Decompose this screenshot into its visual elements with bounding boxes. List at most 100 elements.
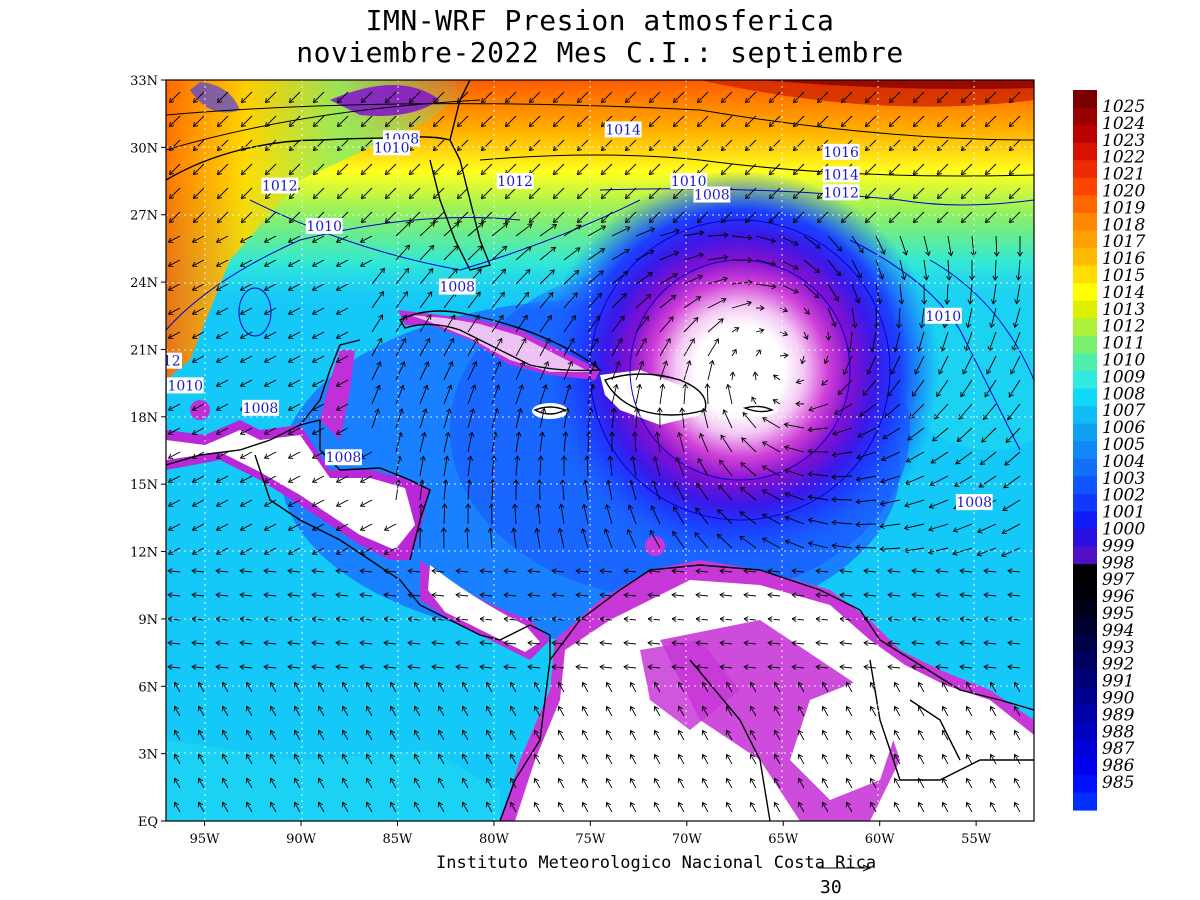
wind-arrow-head xyxy=(557,777,563,784)
wind-arrow xyxy=(505,187,517,199)
wind-arrow-head xyxy=(311,568,317,574)
wind-arrow-head xyxy=(311,525,318,531)
wind-arrow-head xyxy=(876,299,883,305)
wind-arrow xyxy=(467,314,480,333)
wind-arrow xyxy=(264,379,277,387)
wind-arrow-head xyxy=(269,729,275,736)
wind-arrow xyxy=(904,499,925,507)
wind-arrow-head xyxy=(480,169,487,176)
isobar-label-bg xyxy=(438,278,476,295)
wind-arrow-head xyxy=(613,383,619,390)
wind-arrow xyxy=(960,379,973,397)
wind-arrow xyxy=(865,187,877,199)
wind-arrow xyxy=(630,730,637,741)
wind-arrow xyxy=(816,666,829,669)
wind-arrow xyxy=(918,778,925,789)
grid-lines xyxy=(166,80,1034,821)
wind-arrow-head xyxy=(744,217,751,224)
wind-arrow-head xyxy=(984,169,991,176)
wind-arrow xyxy=(443,480,447,501)
wind-arrow-head xyxy=(821,681,827,688)
colorbar-label: 1005 xyxy=(1102,435,1145,455)
wind-arrow-head xyxy=(557,801,563,808)
wind-arrow-head xyxy=(959,568,965,574)
wind-arrow xyxy=(1004,451,1021,466)
wind-arrow xyxy=(606,504,613,525)
wind-arrow-head xyxy=(1015,275,1022,281)
wind-arrow-head xyxy=(527,640,533,646)
wind-arrow xyxy=(785,516,805,525)
wind-arrow xyxy=(385,115,397,127)
wind-arrow xyxy=(918,730,925,741)
wind-arrow-head xyxy=(770,260,777,267)
wind-arrow xyxy=(513,528,517,549)
wind-arrow-head xyxy=(624,97,631,104)
wind-arrow-head xyxy=(263,616,269,622)
wind-arrow xyxy=(707,360,714,381)
wind-arrow-head xyxy=(855,498,861,505)
wind-arrow xyxy=(419,408,427,429)
wind-arrow-head xyxy=(287,453,294,459)
colorbar-swatch xyxy=(1073,195,1097,214)
wind-arrow-head xyxy=(581,681,587,688)
wind-arrow xyxy=(432,642,445,645)
wind-arrow xyxy=(390,754,397,765)
wind-arrow-head xyxy=(398,408,404,414)
wind-arrow-head xyxy=(962,369,968,375)
wind-arrow xyxy=(929,475,949,486)
wind-arrow-head xyxy=(656,407,663,413)
wind-arrow-head xyxy=(311,501,318,507)
colorbar-label: 1002 xyxy=(1102,486,1145,506)
wind-arrow-head xyxy=(527,616,533,622)
wind-arrow xyxy=(884,403,901,418)
wind-arrow-head xyxy=(668,316,674,322)
wind-arrow xyxy=(601,187,613,199)
wind-arrow-head xyxy=(384,169,391,176)
wind-arrow xyxy=(312,642,325,645)
wind-arrow xyxy=(438,706,445,717)
wind-arrow-head xyxy=(240,193,247,200)
wind-arrow xyxy=(611,384,618,405)
wind-arrow xyxy=(956,427,973,442)
wind-arrow-head xyxy=(1014,299,1021,305)
wind-arrow xyxy=(288,427,301,435)
wind-arrow xyxy=(414,802,421,813)
wind-arrow-head xyxy=(312,169,319,176)
wind-arrow xyxy=(954,475,973,487)
wind-arrow xyxy=(832,451,853,456)
wind-arrow xyxy=(649,115,661,127)
wind-arrow-head xyxy=(336,169,343,176)
wind-arrow xyxy=(672,642,685,645)
wind-arrow-head xyxy=(795,400,801,407)
wind-arrow-head xyxy=(887,592,893,598)
wind-arrow xyxy=(265,139,277,151)
wind-arrow xyxy=(648,594,661,597)
wind-arrow xyxy=(360,235,373,243)
wind-arrow xyxy=(822,802,829,813)
vector-scale-arrow xyxy=(818,864,872,872)
wind-arrow-head xyxy=(533,753,539,760)
wind-arrow xyxy=(366,730,373,741)
wind-arrow xyxy=(624,642,637,645)
wind-arrow xyxy=(217,163,229,175)
wind-arrow xyxy=(443,361,453,381)
wind-arrow xyxy=(264,570,277,573)
wind-arrow xyxy=(817,91,829,103)
colorbar-label: 995 xyxy=(1102,604,1134,624)
wind-arrow xyxy=(361,91,373,103)
wind-arrow xyxy=(964,331,973,352)
wind-arrow-head xyxy=(672,273,679,279)
wind-arrow xyxy=(240,666,253,669)
wind-arrow xyxy=(985,139,997,151)
wind-arrow xyxy=(294,754,301,765)
wind-arrow-head xyxy=(389,705,395,712)
wind-arrow-head xyxy=(264,193,271,200)
wind-arrow xyxy=(851,283,860,303)
wind-arrow xyxy=(625,91,637,103)
wind-arrow-head xyxy=(624,169,631,176)
wind-arrow-head xyxy=(287,549,294,555)
wind-arrow-head xyxy=(832,430,838,436)
wind-arrow-head xyxy=(701,801,707,808)
wind-arrow-head xyxy=(551,664,557,670)
colorbar-swatch xyxy=(1073,107,1097,126)
